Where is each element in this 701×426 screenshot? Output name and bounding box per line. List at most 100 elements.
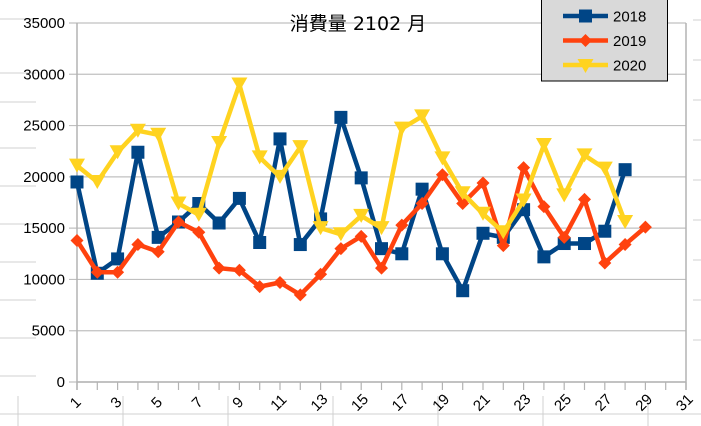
diamond-marker	[90, 265, 104, 279]
triangle-down-marker	[393, 121, 410, 136]
diamond-marker	[354, 229, 368, 243]
square-marker	[131, 145, 145, 159]
chart-title: 消費量 2102 月	[290, 13, 426, 35]
diamond-marker	[435, 168, 449, 182]
square-marker	[212, 216, 226, 230]
legend-label: 2020	[613, 58, 646, 75]
triangle-down-marker	[576, 148, 593, 163]
diamond-marker	[111, 265, 125, 279]
triangle-down-marker	[454, 186, 471, 201]
square-marker	[598, 224, 612, 238]
triangle-down-marker	[495, 225, 512, 240]
triangle-down-marker	[170, 196, 187, 211]
y-tick-label: 30000	[23, 66, 65, 83]
square-marker	[395, 247, 409, 261]
triangle-down-marker	[414, 109, 431, 124]
x-tick-label: 5	[148, 394, 166, 412]
diamond-marker	[314, 267, 328, 281]
x-tick-label: 11	[267, 391, 290, 414]
triangle-down-marker	[272, 169, 288, 184]
diamond-marker	[598, 256, 612, 270]
diamond-marker	[273, 276, 287, 290]
legend-item-2020: 2020	[563, 58, 646, 75]
square-marker	[232, 191, 246, 205]
diamond-marker	[578, 192, 591, 206]
triangle-down-marker	[129, 123, 146, 138]
diamond-marker	[212, 261, 226, 275]
spreadsheet-background-grid	[0, 18, 701, 426]
square-marker	[151, 230, 165, 244]
square-marker	[456, 284, 470, 298]
diamond-marker	[517, 161, 531, 175]
x-tick-label: 9	[229, 394, 247, 412]
triangle-down-marker	[312, 221, 329, 236]
legend-item-2019: 2019	[563, 33, 646, 50]
data-series	[69, 77, 652, 302]
triangle-down-marker	[109, 145, 126, 160]
triangle-down-marker	[251, 150, 268, 165]
diamond-marker	[334, 242, 348, 256]
y-tick-label: 5000	[32, 323, 65, 340]
diamond-marker	[172, 215, 185, 229]
legend: 2018 2019 2020	[541, 0, 668, 82]
triangle-down-marker	[190, 207, 207, 222]
triangle-down-marker	[69, 158, 85, 173]
diamond-marker	[579, 34, 592, 47]
diamond-marker	[395, 218, 409, 232]
triangle-down-marker	[577, 59, 594, 73]
diamond-marker	[375, 261, 388, 275]
diamond-marker	[70, 233, 84, 247]
x-tick-label: 29	[632, 391, 656, 415]
triangle-down-marker	[515, 193, 532, 208]
diamond-marker	[537, 200, 551, 214]
square-marker	[435, 247, 449, 261]
triangle-down-marker	[89, 174, 106, 189]
x-tick-label: 15	[348, 391, 372, 415]
square-marker	[579, 9, 592, 23]
diamond-marker	[253, 280, 267, 294]
triangle-down-marker	[617, 214, 634, 229]
x-tick-label: 1	[67, 394, 85, 412]
triangle-down-marker	[556, 188, 573, 203]
x-tick-label: 7	[189, 394, 207, 412]
diamond-marker	[151, 245, 165, 259]
triangle-down-marker	[373, 221, 390, 236]
diamond-marker	[476, 176, 490, 190]
square-marker	[537, 250, 551, 264]
square-marker	[111, 252, 125, 266]
triangle-down-marker	[231, 77, 248, 92]
diamond-marker	[557, 230, 571, 244]
x-tick-label: 21	[470, 391, 494, 415]
triangle-down-marker	[211, 136, 228, 151]
square-marker	[273, 132, 287, 146]
square-marker	[293, 238, 307, 252]
diamond-marker	[131, 238, 145, 252]
diamond-marker	[415, 197, 429, 211]
square-marker	[476, 226, 490, 240]
x-tick-label: 13	[308, 391, 332, 415]
square-marker	[354, 171, 368, 185]
x-tick-label: 23	[511, 391, 535, 415]
diamond-marker	[232, 263, 246, 277]
square-marker	[70, 175, 84, 189]
y-tick-label: 15000	[23, 220, 65, 237]
x-tick-label: 31	[673, 391, 697, 415]
diamond-marker	[618, 238, 632, 252]
diamond-marker	[456, 197, 470, 211]
axes	[76, 23, 687, 390]
diamond-marker	[293, 288, 307, 302]
x-tick-label: 17	[389, 391, 413, 415]
legend-item-2018: 2018	[563, 9, 646, 26]
triangle-down-marker	[535, 138, 552, 153]
series-2020	[69, 77, 634, 242]
square-marker	[253, 236, 267, 250]
series-2019	[70, 161, 652, 302]
square-marker	[578, 237, 591, 251]
diamond-marker	[638, 220, 652, 234]
square-marker	[375, 242, 388, 256]
diamond-marker	[496, 239, 510, 253]
y-tick-label: 25000	[23, 118, 65, 135]
x-tick-label: 25	[551, 391, 575, 415]
triangle-down-marker	[332, 227, 349, 242]
